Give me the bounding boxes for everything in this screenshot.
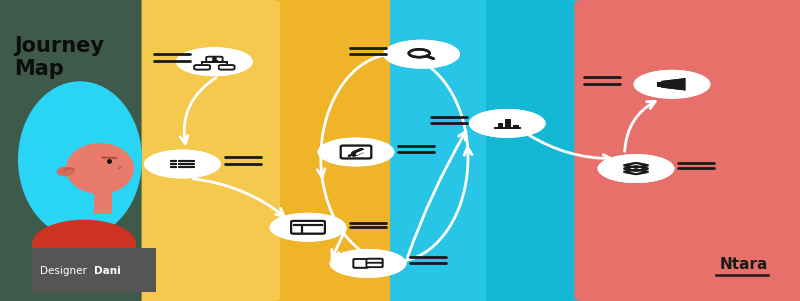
FancyBboxPatch shape — [194, 65, 210, 70]
FancyBboxPatch shape — [341, 146, 371, 158]
FancyBboxPatch shape — [574, 0, 800, 301]
Bar — [506, 119, 510, 128]
FancyBboxPatch shape — [194, 65, 210, 70]
Bar — [272, 0, 390, 301]
FancyArrowPatch shape — [354, 151, 362, 154]
Circle shape — [176, 47, 253, 76]
Polygon shape — [662, 79, 684, 89]
Bar — [498, 123, 503, 128]
FancyArrowPatch shape — [354, 151, 362, 154]
Circle shape — [598, 154, 674, 183]
FancyBboxPatch shape — [291, 221, 325, 234]
Bar — [514, 125, 518, 128]
Circle shape — [469, 109, 546, 138]
Text: Designer: Designer — [40, 266, 90, 276]
Circle shape — [469, 109, 546, 138]
Circle shape — [270, 213, 346, 242]
Circle shape — [383, 40, 460, 69]
Ellipse shape — [66, 143, 134, 194]
Circle shape — [383, 40, 460, 69]
Circle shape — [318, 138, 394, 166]
Ellipse shape — [32, 220, 136, 268]
Circle shape — [144, 150, 221, 178]
Ellipse shape — [18, 81, 142, 238]
Bar — [272, 0, 390, 301]
Circle shape — [270, 213, 346, 242]
FancyBboxPatch shape — [354, 259, 368, 268]
Bar — [390, 0, 486, 301]
Ellipse shape — [57, 167, 74, 176]
Circle shape — [634, 70, 710, 99]
Bar — [514, 125, 518, 128]
Circle shape — [598, 154, 674, 183]
Text: Ntara: Ntara — [720, 257, 768, 272]
Circle shape — [144, 150, 221, 178]
FancyBboxPatch shape — [206, 57, 222, 62]
Bar — [486, 0, 582, 301]
Bar — [657, 82, 662, 87]
FancyBboxPatch shape — [366, 259, 382, 263]
Bar — [506, 119, 510, 128]
FancyBboxPatch shape — [366, 263, 382, 267]
FancyBboxPatch shape — [144, 0, 280, 301]
Bar — [32, 248, 156, 292]
FancyBboxPatch shape — [291, 221, 325, 234]
Bar — [498, 123, 503, 128]
FancyBboxPatch shape — [366, 263, 382, 267]
Bar — [390, 0, 486, 301]
FancyBboxPatch shape — [570, 0, 800, 301]
FancyBboxPatch shape — [341, 146, 371, 158]
FancyBboxPatch shape — [218, 65, 234, 70]
Bar — [657, 82, 662, 87]
FancyArrowPatch shape — [357, 151, 365, 154]
Bar — [94, 190, 112, 214]
Bar — [154, 0, 272, 301]
Circle shape — [176, 47, 253, 76]
Circle shape — [634, 70, 710, 99]
Polygon shape — [662, 79, 684, 89]
FancyArrowPatch shape — [357, 151, 365, 154]
FancyBboxPatch shape — [354, 259, 368, 268]
Text: Dani: Dani — [94, 266, 121, 276]
Bar — [582, 0, 800, 301]
Bar — [154, 0, 272, 301]
Circle shape — [330, 249, 406, 278]
FancyBboxPatch shape — [366, 259, 382, 263]
FancyBboxPatch shape — [142, 0, 284, 301]
Circle shape — [318, 138, 394, 166]
Circle shape — [330, 249, 406, 278]
Bar — [486, 0, 582, 301]
Text: Journey
Map: Journey Map — [14, 36, 104, 79]
FancyBboxPatch shape — [218, 65, 234, 70]
FancyBboxPatch shape — [206, 57, 222, 62]
